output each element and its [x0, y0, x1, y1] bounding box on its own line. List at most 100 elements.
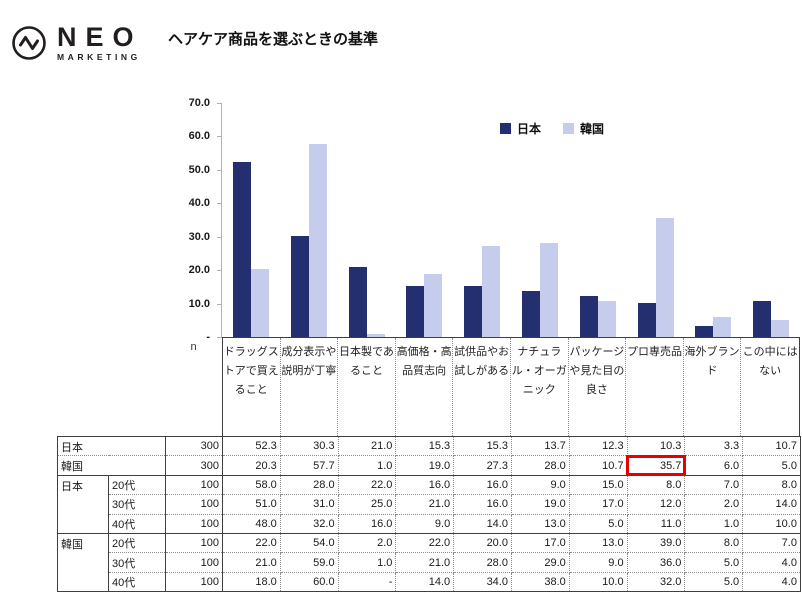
- table-cell: 59.0: [279, 552, 339, 573]
- bar-korea-5: [539, 243, 558, 337]
- table-cell: 7.0: [684, 474, 744, 496]
- y-axis-tick: [217, 103, 222, 104]
- table-cell: 13.0: [568, 532, 628, 554]
- table-cell: 13.7: [510, 435, 570, 457]
- bar-korea-6: [597, 301, 616, 337]
- legend: 日本 韓国: [500, 120, 604, 137]
- row-age-label: 30代: [108, 494, 166, 515]
- bar-korea-9: [771, 320, 790, 337]
- bar-korea-2: [366, 333, 385, 337]
- row-age-label: 40代: [108, 571, 166, 593]
- table-cell: 38.0: [510, 571, 570, 593]
- table-cell: 15.3: [395, 435, 455, 457]
- y-axis-tick: [217, 203, 222, 205]
- table-cell: 16.0: [453, 494, 512, 515]
- table-cell: 54.0: [279, 532, 339, 554]
- table-cell: -: [337, 571, 397, 593]
- y-axis-tick: [217, 169, 222, 171]
- n-column-header: n: [190, 341, 197, 353]
- legend-item-korea: 韓国: [563, 120, 604, 137]
- table-cell: 8.0: [742, 474, 801, 496]
- table-cell: 10.3: [626, 435, 686, 457]
- table-cell: 20.0: [453, 532, 512, 554]
- table-cell: 21.0: [395, 552, 455, 573]
- table-cell: 15.0: [568, 474, 628, 496]
- row-n-value: 100: [165, 474, 223, 496]
- table-cell: 9.0: [568, 552, 628, 573]
- table-cell: 14.0: [742, 494, 801, 515]
- table-cell: 5.0: [684, 571, 744, 593]
- table-cell: 4.0: [742, 552, 801, 573]
- column-header: 海外ブランド: [684, 338, 742, 436]
- table-cell: 14.0: [453, 513, 512, 534]
- table-cell: 48.0: [222, 513, 281, 534]
- table-cell: 58.0: [222, 474, 281, 496]
- table-cell: 1.0: [684, 513, 744, 534]
- bar-japan-1: [290, 235, 309, 337]
- table-cell: 11.0: [626, 513, 686, 534]
- table-cell: 34.0: [453, 571, 512, 593]
- table-row: 30代 100 51.0 31.0 25.0 21.0 16.0 19.0 17.0 12.0 2.…: [58, 494, 801, 515]
- table-cell: 32.0: [279, 513, 339, 534]
- table-row: 40代 100 18.0 60.0-14.0 34.0 38.0 10.0 32.0 5.0 4.…: [58, 571, 801, 593]
- table-cell: 16.0: [337, 513, 397, 534]
- bar-korea-4: [482, 245, 501, 337]
- table-cell: 15.3: [453, 435, 512, 457]
- row-age-label: 20代: [108, 532, 166, 554]
- y-axis-label: 10.0: [188, 297, 210, 310]
- table-row: 韓国 300 20.3 57.7 1.0 19.0 27.3 28.0 10.7 35.7 6.0 5…: [57, 454, 801, 477]
- legend-label: 日本: [517, 122, 542, 136]
- y-axis-label: -: [206, 331, 210, 343]
- table-cell: 17.0: [568, 494, 628, 515]
- table-cell: 27.3: [453, 455, 512, 476]
- y-axis-label: 20.0: [188, 264, 210, 277]
- bar-japan-2: [348, 266, 367, 337]
- column-header: ナチュラル・オーガニック: [511, 338, 569, 436]
- column-header: ドラッグストアで買えること: [223, 338, 281, 436]
- table-cell: 8.0: [626, 474, 686, 496]
- y-axis-line: [221, 103, 222, 337]
- column-header: 高価格・高品質志向: [396, 338, 454, 436]
- legend-label: 韓国: [580, 122, 605, 136]
- row-n-value: 100: [165, 532, 223, 554]
- table-cell: 5.0: [568, 513, 628, 534]
- y-axis-label: 70.0: [188, 97, 210, 109]
- table-row: 40代 100 48.0 32.0 16.0 9.0 14.0 13.0 5.0 11.0 1.0 1…: [58, 513, 801, 534]
- row-n-value: 100: [165, 571, 223, 593]
- table-cell: 32.0: [626, 571, 686, 593]
- table-cell: 21.0: [337, 435, 397, 457]
- table-cell: 60.0: [279, 571, 339, 593]
- bar-korea-3: [424, 273, 443, 337]
- table-cell: 4.0: [742, 571, 801, 593]
- legend-item-japan: 日本: [500, 120, 541, 137]
- table-cell: 31.0: [279, 494, 339, 515]
- bar-korea-0: [250, 269, 269, 337]
- table-cell: 1.0: [337, 552, 397, 573]
- table-cell: 28.0: [510, 455, 570, 476]
- row-n-value: 300: [165, 435, 223, 457]
- row-group-label: 日本: [57, 435, 166, 457]
- table-cell: 10.7: [742, 435, 801, 457]
- table-cell: 22.0: [222, 532, 281, 554]
- table-cell: 28.0: [279, 474, 339, 496]
- table-cell: 8.0: [684, 532, 744, 554]
- bar-japan-5: [521, 291, 540, 337]
- row-age-label: 40代: [108, 513, 166, 534]
- row-age-label: 20代: [108, 474, 166, 496]
- table-cell: 10.7: [568, 455, 628, 476]
- table-cell: 25.0: [337, 494, 397, 515]
- bar-japan-7: [637, 302, 656, 337]
- legend-swatch-korea: [563, 123, 575, 134]
- y-axis-tick: [217, 303, 222, 305]
- table-cell: 12.3: [568, 435, 628, 457]
- bar-japan-9: [753, 301, 772, 337]
- table-cell: 21.0: [395, 494, 455, 515]
- row-age-label: 30代: [108, 552, 166, 573]
- table-cell: 51.0: [222, 494, 281, 515]
- table-cell: 22.0: [395, 532, 455, 554]
- table-cell: 3.3: [684, 435, 744, 457]
- table-cell: 28.0: [453, 552, 512, 573]
- column-header: パッケージや見た目の良さ: [569, 338, 627, 436]
- row-n-value: 300: [165, 455, 223, 476]
